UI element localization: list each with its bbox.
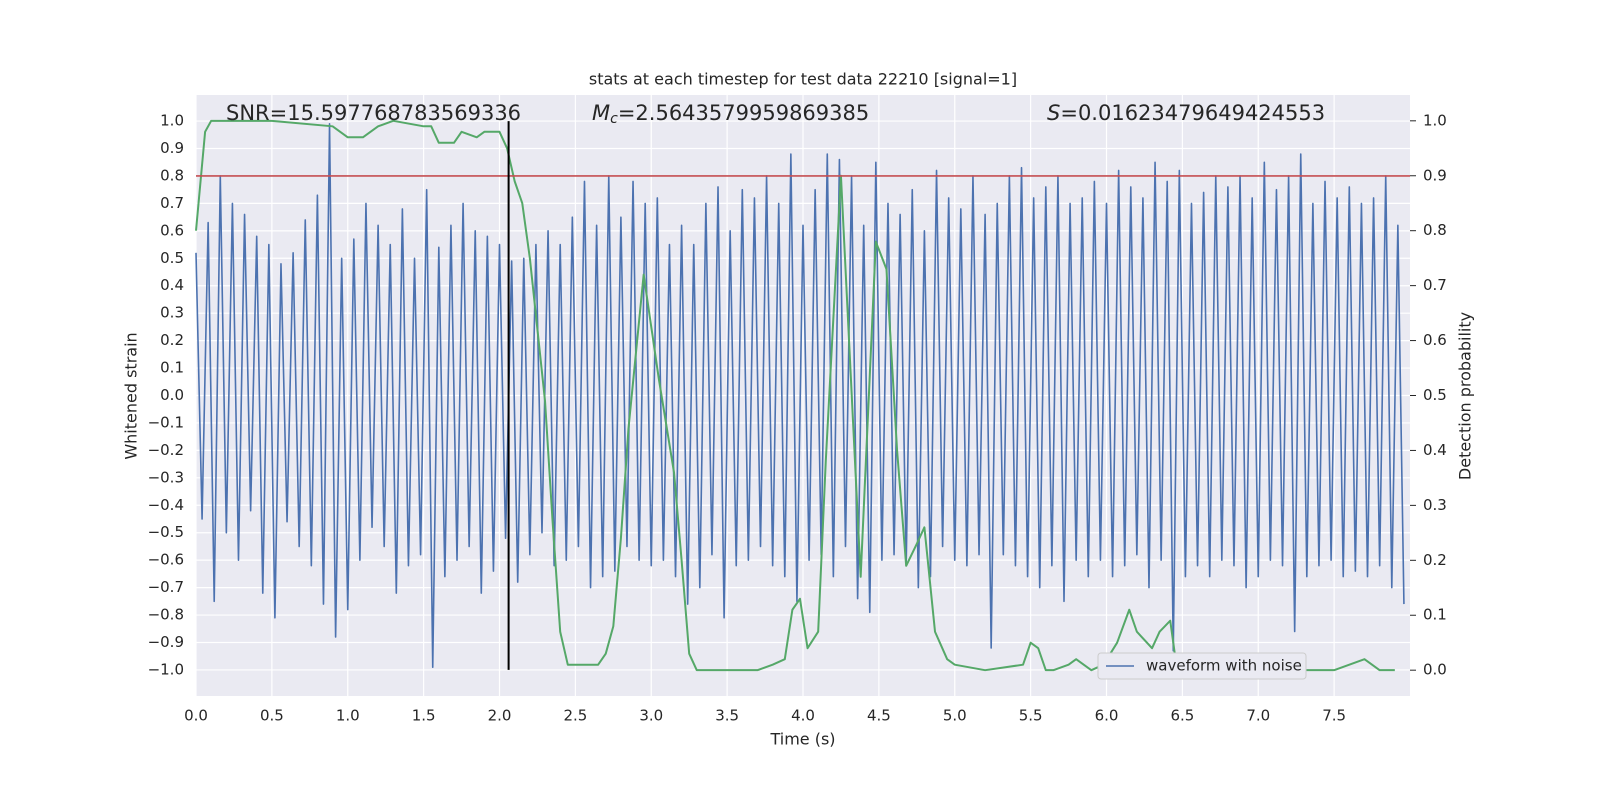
x-tick-label: 5.5 — [1019, 707, 1043, 725]
y-tick-label: −0.3 — [148, 468, 184, 486]
y-tick-label: −0.9 — [148, 633, 184, 651]
y-tick-label: −1.0 — [148, 660, 184, 678]
waveform-line — [195, 123, 1405, 668]
y2-tick-label: 0.2 — [1423, 551, 1447, 569]
legend-label: waveform with noise — [1146, 657, 1302, 675]
x-tick-label: 2.5 — [563, 707, 587, 725]
mc-subscript: c — [610, 111, 618, 127]
y-axis-label: Whitened strain — [122, 332, 141, 459]
x-tick-label: 5.0 — [943, 707, 967, 725]
y-tick-label: −0.2 — [148, 441, 184, 459]
y2-tick-label: 0.8 — [1423, 221, 1447, 239]
x-tick-label: 3.0 — [639, 707, 663, 725]
x-tick-label: 1.5 — [412, 707, 436, 725]
s-symbol: S — [1047, 101, 1060, 125]
y2-tick-label: 0.4 — [1423, 441, 1447, 459]
x-tick-label: 6.5 — [1170, 707, 1194, 725]
y2-tick-label: 0.9 — [1423, 166, 1447, 184]
y2-tick-label: 0.6 — [1423, 331, 1447, 349]
y-tick-label: 1.0 — [160, 112, 184, 130]
y-tick-label: −0.8 — [148, 606, 184, 624]
y2-tick-label: 0.5 — [1423, 386, 1447, 404]
s-annotation: S=0.01623479649424553 — [1047, 101, 1325, 125]
y-tick-label: 0.0 — [160, 386, 184, 404]
y2-tick-label: 0.0 — [1423, 661, 1447, 679]
y2-tick-label: 1.0 — [1423, 111, 1447, 129]
x-axis-label: Time (s) — [769, 730, 835, 749]
y-tick-label: 0.7 — [160, 194, 184, 212]
x-tick-label: 3.5 — [715, 707, 739, 725]
chart-title: stats at each timestep for test data 222… — [589, 70, 1017, 89]
y-tick-label: 0.1 — [160, 359, 184, 377]
mc-annotation: Mc=2.5643579959869385 — [592, 101, 869, 127]
x-tick-label: 7.5 — [1322, 707, 1346, 725]
legend-box — [1097, 652, 1307, 680]
x-tick-label: 0.0 — [184, 707, 208, 725]
y-tick-label: 0.2 — [160, 331, 184, 349]
s-value: =0.01623479649424553 — [1060, 101, 1325, 125]
y-tick-label: 0.8 — [160, 166, 184, 184]
snr-annotation: SNR=15.597768783569336 — [226, 101, 521, 125]
y-tick-label: −0.5 — [148, 523, 184, 541]
y-tick-label: 0.3 — [160, 304, 184, 322]
y-tick-label: −0.1 — [148, 413, 184, 431]
y2-tick-label: 0.7 — [1423, 276, 1447, 294]
y2-axis-label: Detection probability — [1456, 312, 1475, 480]
y2-tick-label: 0.3 — [1423, 496, 1447, 514]
y-tick-label: −0.4 — [148, 496, 184, 514]
x-tick-label: 7.0 — [1246, 707, 1270, 725]
y-tick-label: 0.9 — [160, 139, 184, 157]
y-tick-label: −0.6 — [148, 551, 184, 569]
y2-tick-label: 0.1 — [1423, 606, 1447, 624]
x-tick-label: 2.0 — [488, 707, 512, 725]
x-tick-label: 4.0 — [791, 707, 815, 725]
y-tick-label: 0.4 — [160, 276, 184, 294]
y-tick-label: 0.5 — [160, 249, 184, 267]
x-tick-label: 1.0 — [336, 707, 360, 725]
mc-value: =2.5643579959869385 — [618, 101, 869, 125]
x-tick-label: 4.5 — [867, 707, 891, 725]
x-tick-label: 6.0 — [1095, 707, 1119, 725]
y-tick-label: −0.7 — [148, 578, 184, 596]
x-tick-label: 0.5 — [260, 707, 284, 725]
legend: waveform with noise — [1097, 652, 1307, 680]
y-tick-label: 0.6 — [160, 221, 184, 239]
mc-symbol: M — [592, 101, 610, 125]
